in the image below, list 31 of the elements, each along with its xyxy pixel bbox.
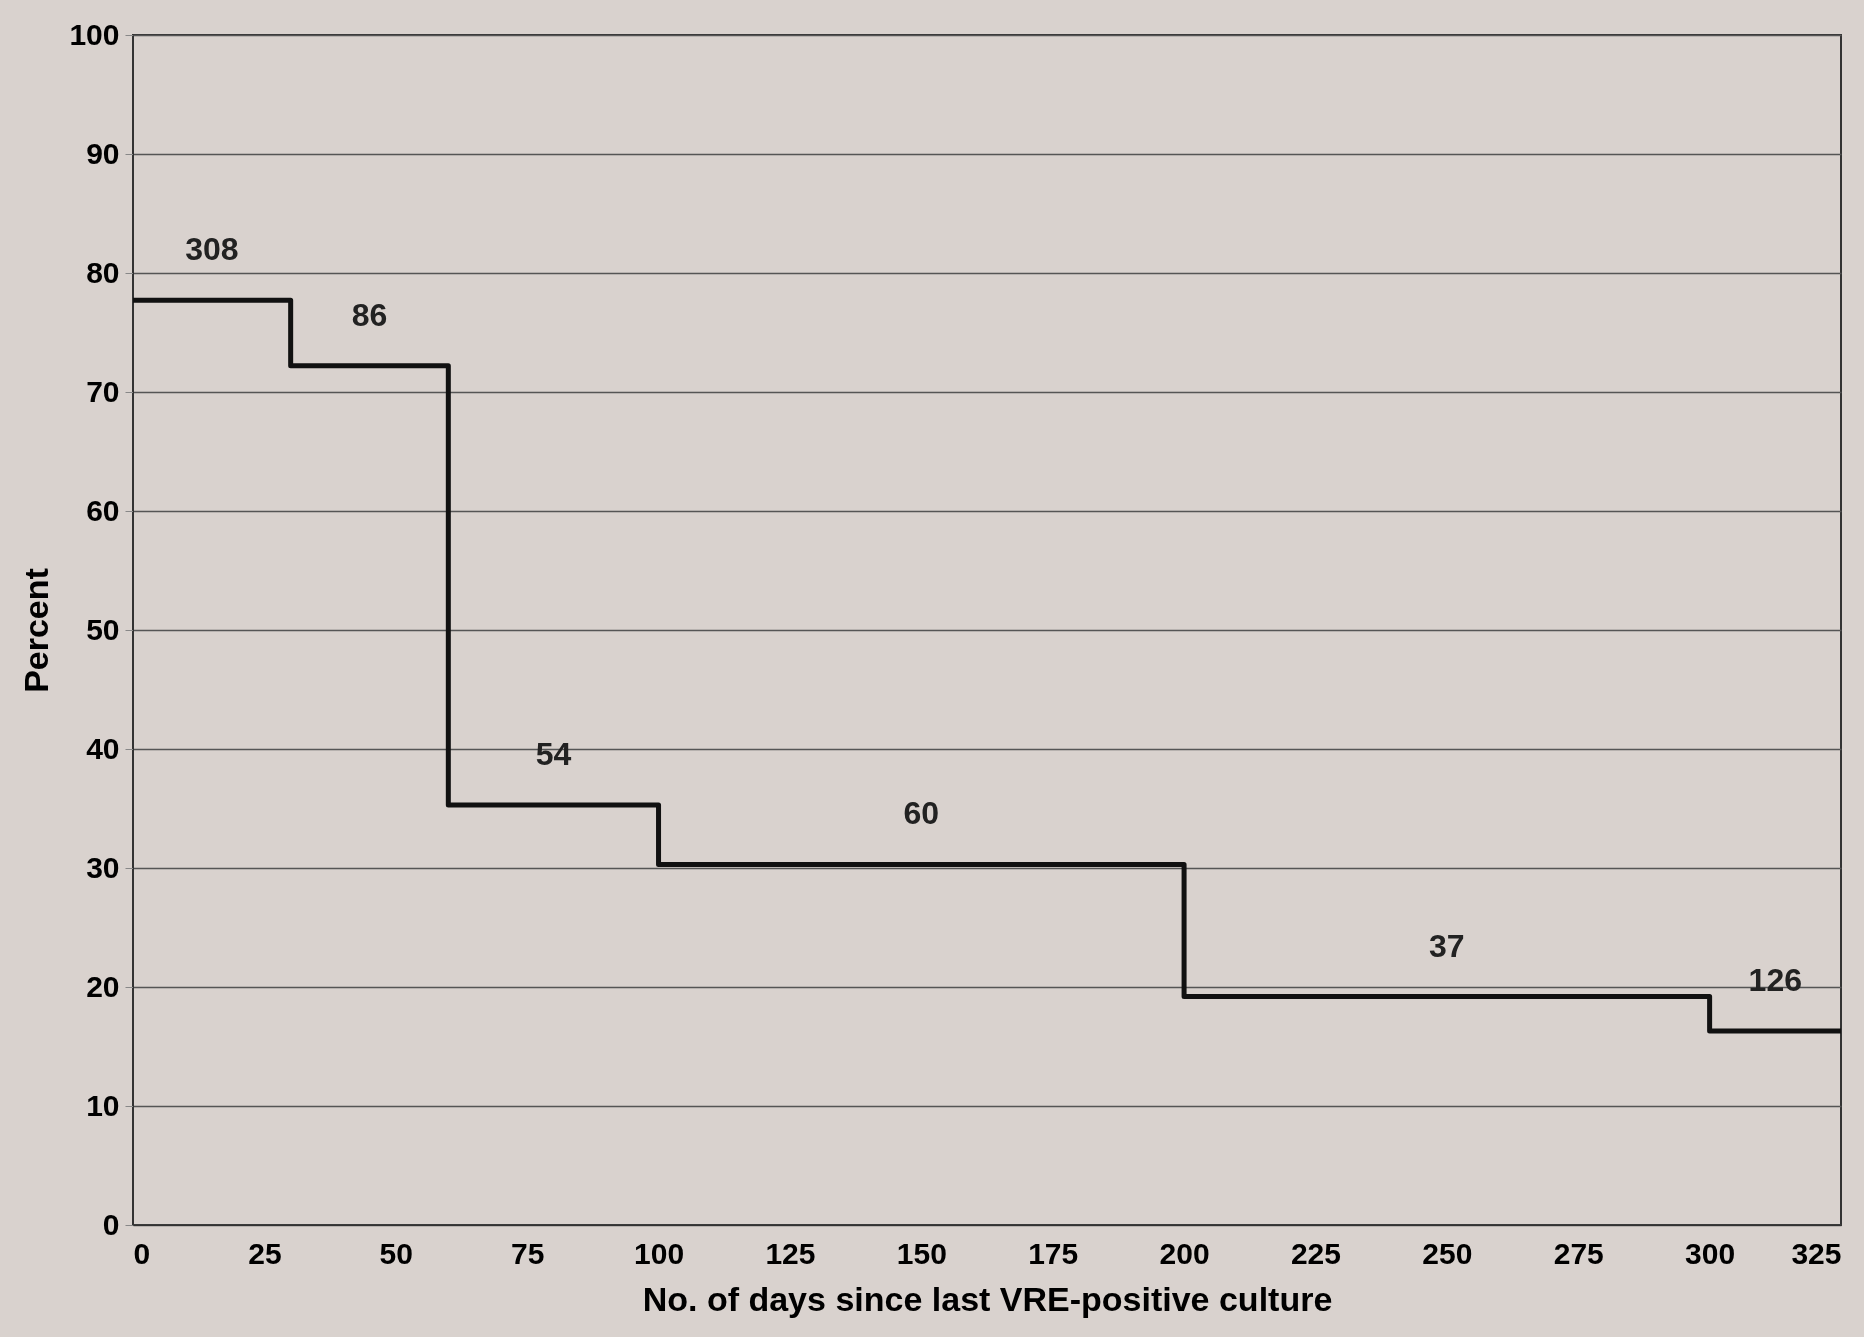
x-tick-label: 225 <box>1290 1236 1341 1270</box>
annotation: 86 <box>351 296 388 333</box>
x-tick-label: 325 <box>1791 1236 1842 1270</box>
x-tick-label: 25 <box>248 1236 282 1270</box>
y-tick-label: 50 <box>86 612 120 646</box>
x-axis-title: No. of days since last VRE-positive culture <box>642 1279 1333 1318</box>
annotation: 60 <box>903 795 940 832</box>
y-axis-title: Percent <box>17 568 56 693</box>
y-tick-label: 60 <box>86 493 120 527</box>
x-tick-label: 275 <box>1553 1236 1604 1270</box>
x-tick-label: 75 <box>510 1236 545 1270</box>
x-tick-label: 200 <box>1159 1236 1210 1270</box>
y-tick-label: 80 <box>86 255 120 289</box>
x-tick-label: 150 <box>896 1236 947 1270</box>
x-tick-label: 300 <box>1685 1236 1736 1270</box>
y-tick-label: 70 <box>86 374 120 408</box>
y-tick-label: 0 <box>102 1207 120 1241</box>
annotation: 37 <box>1429 927 1465 964</box>
x-tick-label: 50 <box>379 1236 413 1270</box>
x-tick-label: 125 <box>765 1236 816 1270</box>
y-tick-label: 10 <box>86 1088 120 1122</box>
y-tick-label: 90 <box>86 136 120 170</box>
y-tick-label: 40 <box>86 731 120 765</box>
x-tick-label: 0 <box>133 1236 151 1270</box>
y-tick-label: 20 <box>86 969 120 1003</box>
annotation: 308 <box>185 231 239 268</box>
y-tick-label: 30 <box>86 850 120 884</box>
y-tick-label: 100 <box>69 17 120 51</box>
x-tick-label: 250 <box>1422 1236 1473 1270</box>
x-tick-label: 100 <box>634 1236 685 1270</box>
x-tick-label: 175 <box>1028 1236 1079 1270</box>
